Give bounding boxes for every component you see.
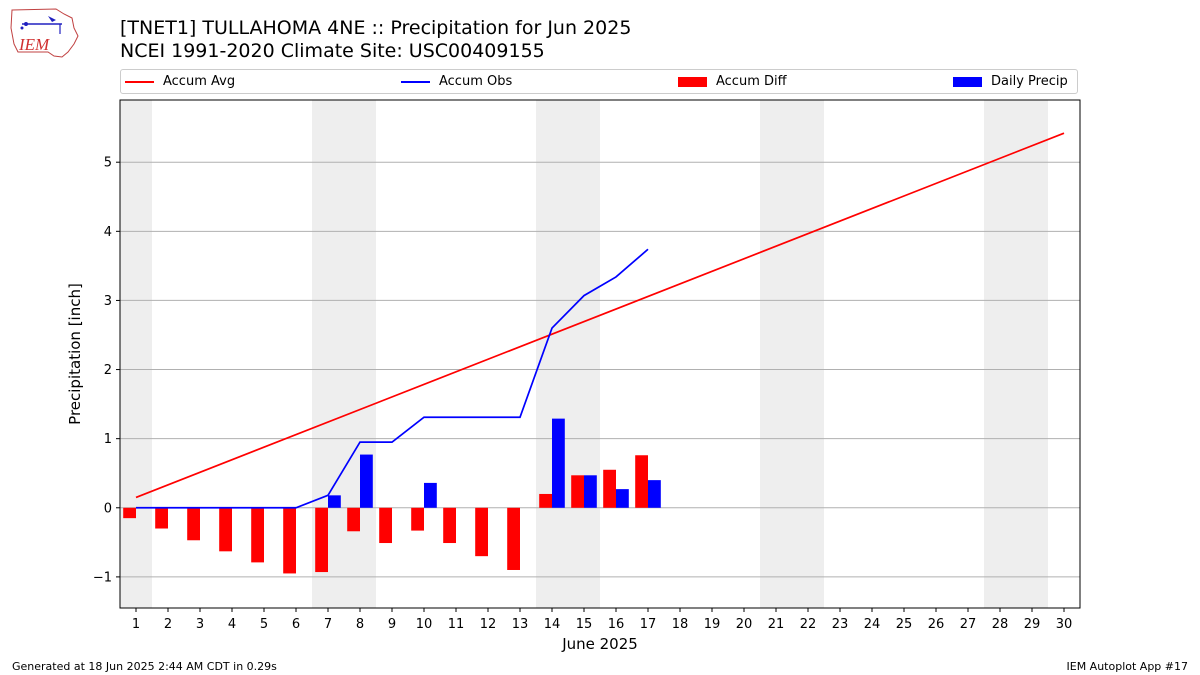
x-axis-label: June 2025 [561,635,638,653]
accum-diff-bar [443,507,456,544]
x-tick-label: 16 [608,617,625,632]
accum-diff-bar [155,507,168,529]
y-tick-label: 5 [104,156,112,171]
x-tick-label: 6 [292,617,300,632]
weekend-shade-day-28 [984,100,1016,608]
x-tick-label: 25 [896,617,913,632]
accum-diff-bar [283,507,296,574]
x-tick-label: 15 [576,617,593,632]
x-tick-label: 20 [736,617,753,632]
footer-app: IEM Autoplot App #17 [1066,660,1189,673]
accum-diff-bar [411,507,424,531]
x-tick-label: 2 [164,617,172,632]
x-tick-label: 24 [864,617,881,632]
accum-diff-bar [571,475,584,508]
x-tick-label: 9 [388,617,396,632]
y-tick-label: 4 [104,225,112,240]
x-tick-label: 17 [640,617,657,632]
accum-diff-bar [315,507,328,573]
daily-precip-bar [584,475,597,508]
chart-title: [TNET1] TULLAHOMA 4NE :: Precipitation f… [120,17,632,39]
accum-diff-bar [539,493,552,508]
daily-precip-bar [328,495,341,508]
accum-diff-bar [219,507,232,552]
x-tick-label: 28 [992,617,1009,632]
x-tick-label: 23 [832,617,849,632]
x-tick-label: 30 [1056,617,1073,632]
accum-diff-bar [187,507,200,541]
x-tick-label: 14 [544,617,561,632]
daily-precip-bar [648,480,661,508]
y-tick-label: −1 [93,570,112,585]
legend-label-accum-diff: Accum Diff [716,74,787,89]
accum-diff-bar [379,507,392,544]
x-tick-label: 22 [800,617,817,632]
weekend-shade-day-14 [536,100,568,608]
legend-swatch-accum-diff [678,76,707,87]
x-tick-label: 13 [512,617,529,632]
y-tick-label: 0 [104,501,112,516]
weekend-shade-day-15 [568,100,600,608]
accum-diff-bar [475,507,488,557]
legend-item-accum-obs: Accum Obs [401,70,512,93]
x-tick-label: 11 [448,617,465,632]
accum-obs-line [136,248,649,509]
legend-swatch-daily-precip [953,76,982,87]
accum-diff-bar [347,507,360,532]
weekend-shade-day-21 [760,100,792,608]
x-tick-label: 1 [132,617,140,632]
accum-diff-bar [603,469,616,508]
daily-precip-bar [360,454,373,508]
x-tick-label: 27 [960,617,977,632]
x-tick-label: 12 [480,617,497,632]
accum-diff-bar [123,507,136,519]
x-tick-label: 8 [356,617,364,632]
legend-swatch-accum-obs [401,80,430,83]
weekend-shade-day-1 [120,100,152,608]
x-tick-label: 7 [324,617,332,632]
weekend-shade-day-29 [1016,100,1048,608]
logo-text: IEM [18,35,50,54]
x-tick-label: 26 [928,617,945,632]
daily-precip-bar [424,482,437,508]
x-tick-label: 18 [672,617,689,632]
y-tick-label: 1 [104,432,112,447]
legend-item-accum-diff: Accum Diff [678,70,787,93]
accum-diff-bar [635,455,648,508]
y-tick-label: 3 [104,294,112,309]
legend: Accum Avg Accum Obs Accum Diff Daily Pre… [120,69,1078,94]
legend-item-accum-avg: Accum Avg [125,70,235,93]
daily-precip-bar [616,489,629,508]
plot-frame [119,99,1081,609]
weekend-shade-day-22 [792,100,824,608]
x-tick-label: 10 [416,617,433,632]
accum-diff-bar [507,507,520,570]
daily-precip-bar [552,418,565,508]
y-axis-label: Precipitation [inch] [66,283,84,425]
x-tick-label: 4 [228,617,236,632]
accum-diff-bar [251,507,264,563]
legend-label-daily-precip: Daily Precip [991,74,1068,89]
chart-subtitle: NCEI 1991-2020 Climate Site: USC00409155 [120,40,545,62]
x-tick-label: 21 [768,617,785,632]
accum-avg-line [135,132,1065,499]
x-tick-label: 19 [704,617,721,632]
legend-label-accum-avg: Accum Avg [163,74,236,89]
legend-swatch-accum-avg [125,80,154,83]
footer-generated: Generated at 18 Jun 2025 2:44 AM CDT in … [12,660,277,673]
iem-logo: IEM [10,8,79,58]
y-tick-label: 2 [104,363,112,378]
legend-item-daily-precip: Daily Precip [953,70,1068,93]
x-tick-label: 29 [1024,617,1041,632]
legend-label-accum-obs: Accum Obs [439,74,513,89]
x-tick-label: 5 [260,617,268,632]
x-tick-label: 3 [196,617,204,632]
weekend-shade-day-8 [344,100,376,608]
